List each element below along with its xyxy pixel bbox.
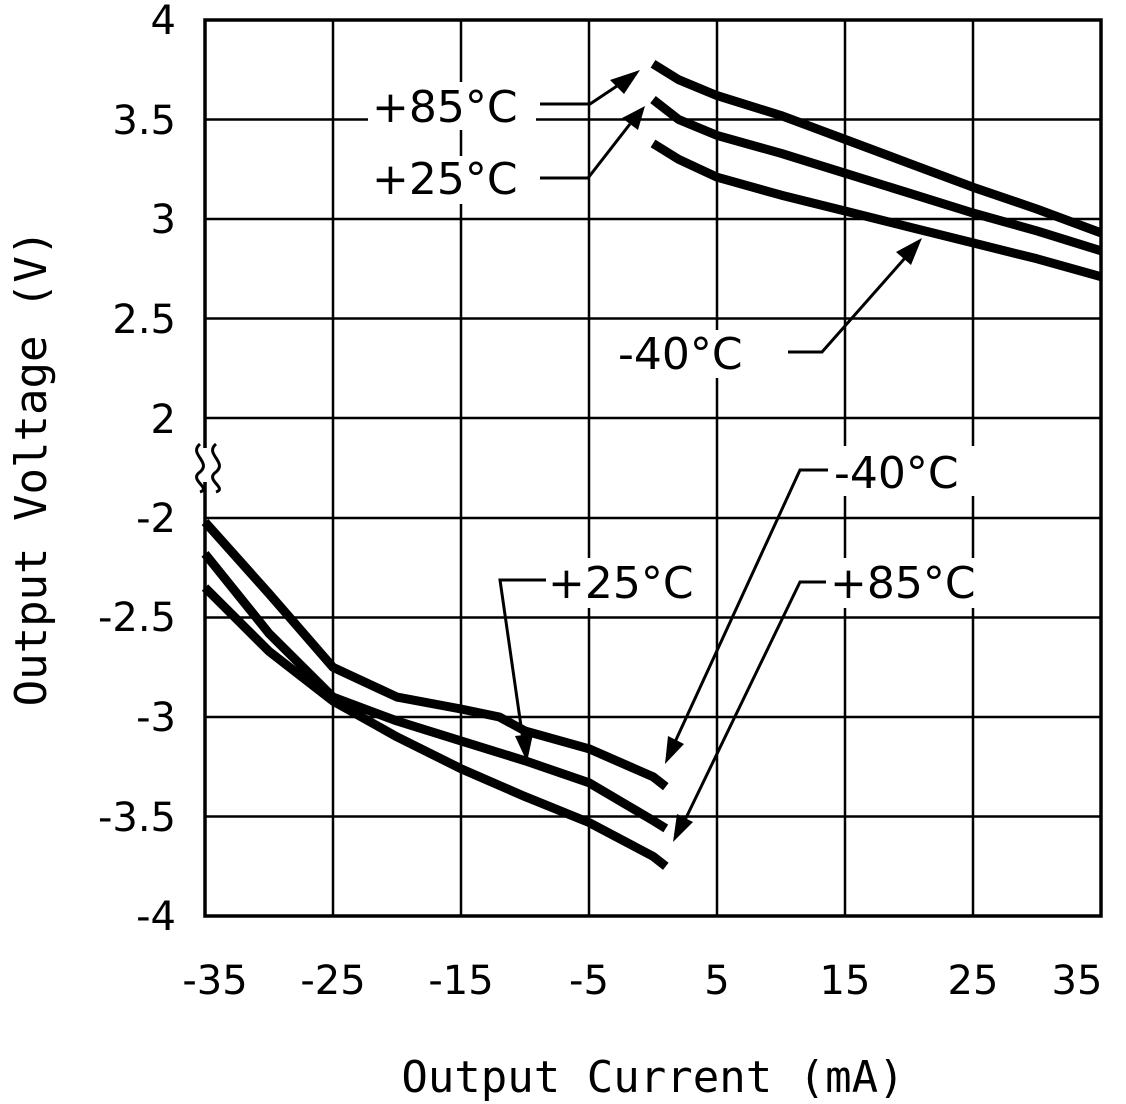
leader-line (498, 578, 546, 741)
x-tick-label: 35 (1052, 958, 1103, 1004)
series-line (650, 139, 1103, 282)
annotation-label: +85°C (830, 558, 976, 609)
x-tick-label: -15 (428, 958, 493, 1004)
leader-line (540, 123, 632, 180)
y-tick-label: 4 (151, 0, 176, 44)
leader-line (540, 82, 621, 106)
leader-line (788, 257, 907, 354)
axis-break-icon (185, 442, 225, 494)
annotation-label: +85°C (372, 82, 518, 133)
y-tick-label: -2.5 (98, 595, 176, 641)
y-tick-label: -2 (136, 496, 176, 542)
x-tick-label: 15 (820, 958, 871, 1004)
y-tick-label: 3 (151, 197, 176, 243)
annotation-label: +25°C (372, 154, 518, 205)
y-tick-label: 3.5 (112, 98, 176, 144)
y-tick-label: 2.5 (112, 297, 176, 343)
leader-line (683, 580, 826, 821)
y-tick-label: 2 (151, 397, 176, 443)
series-line (201, 519, 669, 791)
x-axis-title: Output Current (mA) (401, 1052, 904, 1103)
arrowhead-icon (622, 106, 645, 130)
arrowhead-icon (610, 70, 640, 94)
x-tick-label: 5 (704, 958, 729, 1004)
series-group (201, 59, 1103, 870)
y-tick-label: -4 (136, 894, 176, 940)
arrowhead-icon (665, 736, 684, 764)
series-line (650, 96, 1103, 256)
x-tick-label: -25 (300, 958, 365, 1004)
x-tick-label: 25 (948, 958, 999, 1004)
y-tick-label: -3.5 (98, 795, 176, 841)
series-line (650, 59, 1103, 238)
annotation-leaders (498, 70, 922, 842)
y-tick-labels: 4 3.5 3 2.5 2 -2 -2.5 -3 -3.5 -4 (98, 0, 176, 940)
series-line (201, 584, 669, 870)
annotation-label: +25°C (548, 558, 694, 609)
y-tick-label: -3 (136, 695, 176, 741)
series-line (201, 550, 669, 833)
x-tick-label: -5 (569, 958, 609, 1004)
arrowhead-icon (673, 814, 693, 842)
x-tick-labels: -35 -25 -15 -5 5 15 25 35 (182, 958, 1102, 1004)
x-tick-label: -35 (182, 958, 247, 1004)
annotation-label: -40°C (618, 329, 743, 380)
annotation-label: -40°C (834, 448, 959, 499)
arrowhead-icon (896, 238, 922, 265)
arrowhead-icon (515, 734, 533, 762)
leader-line (673, 468, 828, 743)
y-axis-title: Output Voltage (V) (6, 230, 57, 707)
annotation-labels: +85°C +25°C -40°C -40°C +25°C +85°C (368, 82, 1002, 609)
